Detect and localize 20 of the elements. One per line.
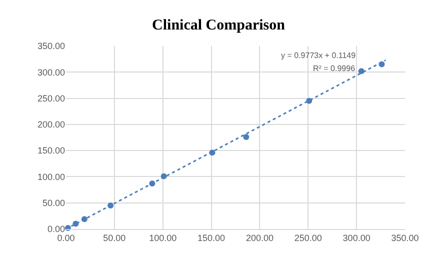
x-tick-label: 200.00 bbox=[246, 232, 274, 243]
y-tick-label: 200.00 bbox=[37, 120, 65, 130]
x-tick-label: 100.00 bbox=[149, 232, 177, 243]
y-tick-label: 50.00 bbox=[42, 198, 65, 208]
y-tick-label: 250.00 bbox=[37, 93, 65, 104]
x-tick-label: 250.00 bbox=[294, 232, 322, 243]
y-tick-label: 0.00 bbox=[47, 224, 65, 234]
x-tick-label: 150.00 bbox=[198, 232, 226, 243]
chart-title: Clinical Comparison bbox=[152, 17, 286, 34]
y-tick-label: 350.00 bbox=[37, 41, 65, 52]
annotation: R² = 0.9996 bbox=[313, 64, 356, 73]
y-tick-label: 100.00 bbox=[37, 172, 65, 182]
annotation: y = 0.9773x + 0.1149 bbox=[281, 51, 356, 60]
point bbox=[243, 134, 250, 140]
x-tick-label: 350.00 bbox=[391, 232, 419, 243]
y-tick-label: 150.00 bbox=[37, 146, 65, 156]
y-tick-label: 300.00 bbox=[37, 67, 65, 78]
x-tick-label: 0.00 bbox=[57, 232, 75, 243]
x-tick-label: 50.00 bbox=[103, 232, 126, 243]
x-tick-label: 300.00 bbox=[342, 232, 370, 243]
